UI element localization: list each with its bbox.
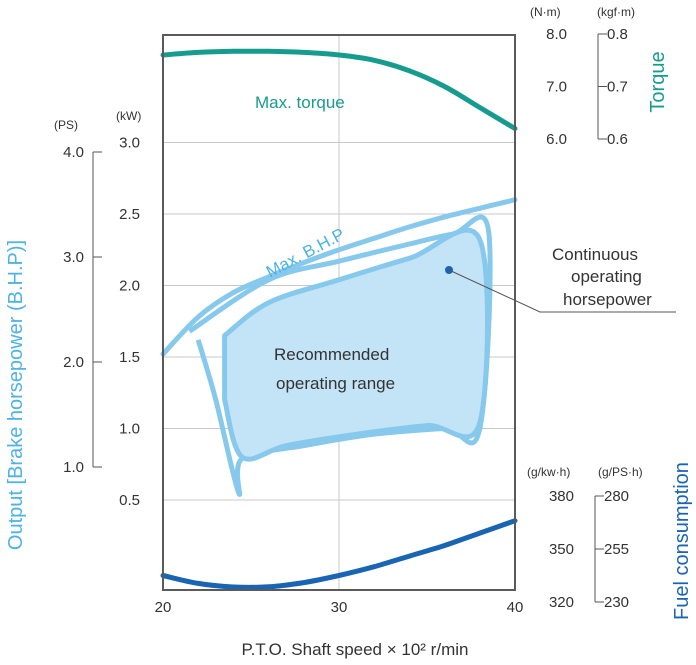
nm-tick-label: 7.0 — [546, 79, 567, 96]
x-tick-label: 20 — [155, 599, 172, 616]
kw-tick-label: 1.0 — [119, 421, 140, 438]
kgfm-tick-label: 0.7 — [607, 79, 628, 96]
torque-axis-title: Torque — [647, 51, 669, 112]
ps-tick-label: 3.0 — [63, 249, 84, 266]
continuous-operating-region — [188, 214, 493, 497]
fuel-consumption-curve — [160, 518, 518, 590]
kgfm-tick-label: 0.6 — [607, 131, 628, 148]
x-axis-title: P.T.O. Shaft speed × 10² r/min — [242, 640, 469, 659]
tick-labels: 20 30 40 3.0 2.5 2.0 1.5 1.0 0.5 4.0 3.0 2.0 1.0 8.0 7… — [63, 26, 629, 616]
kw-tick-label: 0.5 — [119, 492, 140, 509]
nm-unit-label: (N·m) — [530, 5, 561, 19]
gpsh-unit-label: (g/PS·h) — [598, 465, 643, 479]
kw-tick-label: 1.5 — [119, 349, 140, 366]
x-tick-label: 40 — [507, 599, 524, 616]
plot-frame — [162, 34, 516, 591]
gkwh-tick-label: 320 — [549, 594, 574, 611]
kw-unit-label: (kW) — [116, 109, 141, 123]
continuous-hp-leader — [448, 269, 676, 313]
x-tick-label: 30 — [331, 599, 348, 616]
gpsh-tick-label: 255 — [604, 541, 629, 558]
ps-tick-label: 1.0 — [63, 459, 84, 476]
output-axis-title: Output [Brake horsepower (B.H.P)] — [5, 240, 27, 550]
recommended-range-label-2: operating range — [276, 374, 395, 393]
max-torque-curve — [160, 48, 518, 131]
nm-tick-label: 8.0 — [546, 26, 567, 43]
curves — [160, 48, 518, 590]
fuel-axis-title: Fuel consumption — [671, 462, 693, 620]
continuous-hp-label-3: horsepower — [563, 290, 652, 309]
kgfm-tick-label: 0.8 — [607, 26, 628, 43]
gkwh-tick-label: 380 — [549, 488, 574, 505]
kgfm-unit-label: (kgf·m) — [597, 5, 635, 19]
ps-unit-label: (PS) — [54, 118, 78, 132]
ps-tick-label: 4.0 — [63, 144, 84, 161]
nm-tick-label: 6.0 — [546, 131, 567, 148]
kw-tick-label: 2.5 — [119, 206, 140, 223]
gkwh-tick-label: 350 — [549, 541, 574, 558]
gkwh-unit-label: (g/kw·h) — [527, 465, 570, 479]
operating-regions — [188, 214, 493, 497]
kw-tick-label: 3.0 — [119, 135, 140, 152]
max-bhp-curve — [160, 197, 518, 357]
continuous-hp-label-2: operating — [571, 267, 642, 286]
recommended-operating-range — [222, 227, 490, 462]
recommended-range-label-1: Recommended — [274, 345, 389, 364]
continuous-hp-label-1: Continuous — [552, 245, 638, 264]
ps-tick-label: 2.0 — [63, 354, 84, 371]
kw-tick-label: 2.0 — [119, 278, 140, 295]
gpsh-tick-label: 230 — [604, 594, 629, 611]
gpsh-tick-label: 280 — [604, 488, 629, 505]
max-torque-label: Max. torque — [255, 93, 345, 112]
